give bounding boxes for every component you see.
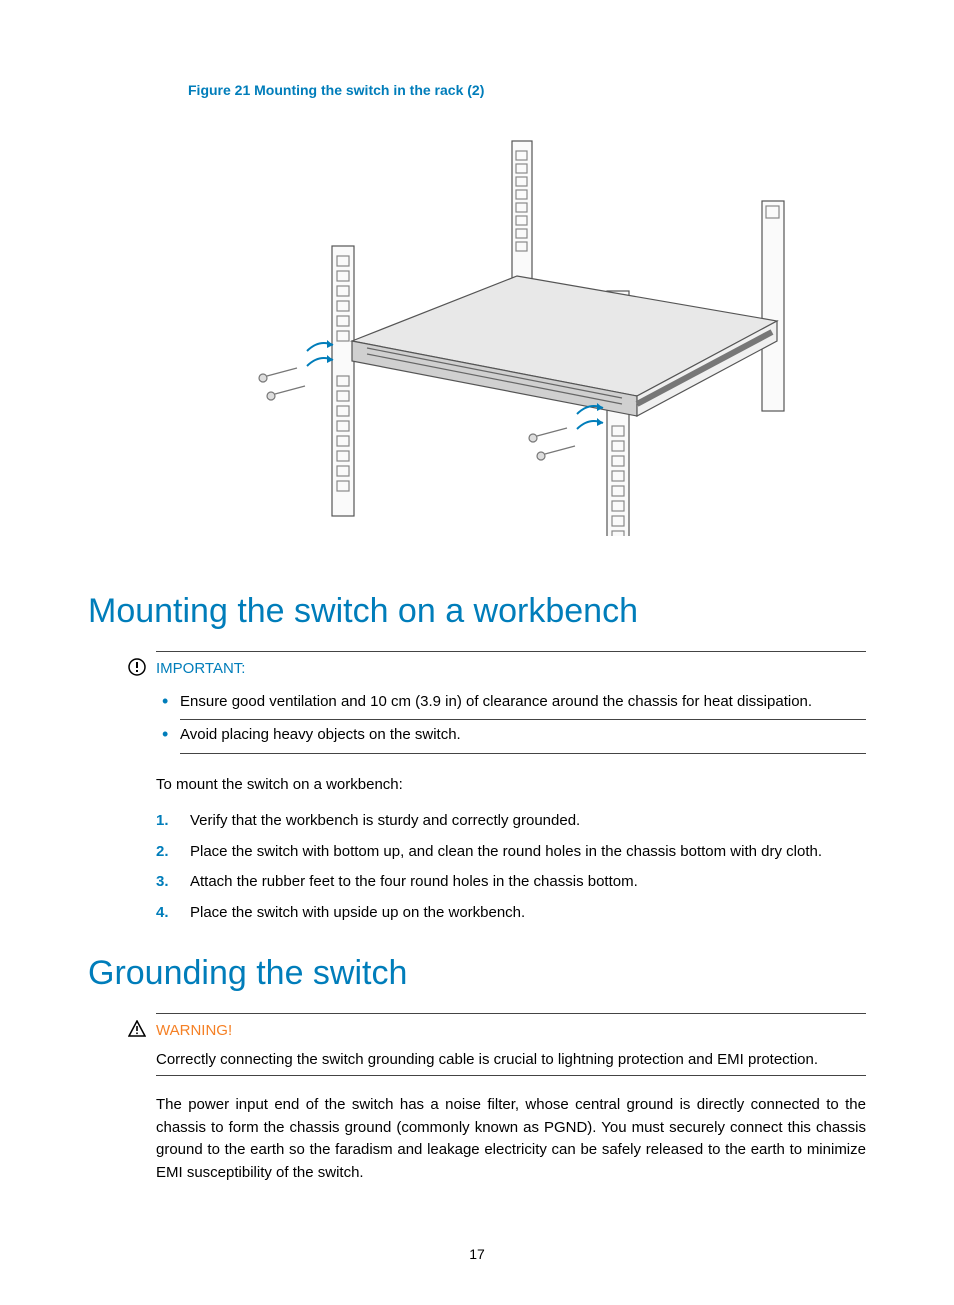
- warning-label: WARNING!: [156, 1020, 866, 1043]
- workbench-steps: Verify that the workbench is sturdy and …: [156, 806, 866, 928]
- figure-image: [157, 116, 797, 536]
- workbench-lead: To mount the switch on a workbench:: [156, 774, 866, 797]
- important-callout: IMPORTANT: Ensure good ventilation and 1…: [156, 651, 866, 754]
- step: Place the switch with upside up on the w…: [156, 898, 866, 929]
- step: Place the switch with bottom up, and cle…: [156, 837, 866, 868]
- step: Attach the rubber feet to the four round…: [156, 867, 866, 898]
- warning-icon: [128, 1020, 146, 1046]
- warning-text: Correctly connecting the switch groundin…: [156, 1049, 866, 1077]
- grounding-paragraph: The power input end of the switch has a …: [156, 1094, 866, 1184]
- step: Verify that the workbench is sturdy and …: [156, 806, 866, 837]
- warning-callout: WARNING! Correctly connecting the switch…: [156, 1013, 866, 1076]
- heading-mounting-workbench: Mounting the switch on a workbench: [88, 586, 866, 637]
- important-icon: [128, 658, 146, 684]
- page-number: 17: [88, 1244, 866, 1265]
- important-bullet: Ensure good ventilation and 10 cm (3.9 i…: [180, 687, 866, 721]
- heading-grounding: Grounding the switch: [88, 948, 866, 999]
- important-label: IMPORTANT:: [156, 658, 866, 681]
- figure-caption: Figure 21 Mounting the switch in the rac…: [188, 80, 866, 101]
- important-bullets: Ensure good ventilation and 10 cm (3.9 i…: [156, 687, 866, 754]
- important-bullet: Avoid placing heavy objects on the switc…: [180, 720, 866, 754]
